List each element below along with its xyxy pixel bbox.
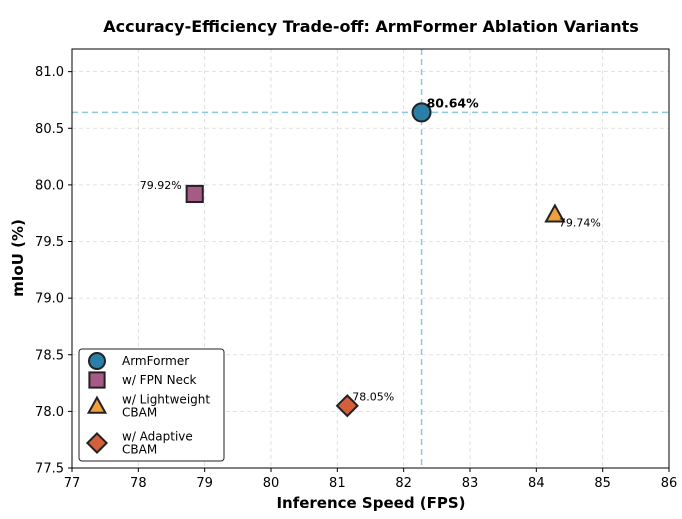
x-tick-label: 78 [130,476,147,491]
axis-ticks: 77 78 79 80 81 82 83 84 85 86 77.5 78.0 78.5 79.0 79.5… [35,65,677,491]
y-tick-label: 79.0 [35,292,64,307]
legend: ArmFormer w/ FPN Neck w/ Lightweight CBAM w/… [78,348,225,462]
legend-marker-2 [88,371,106,389]
data-point-4 [335,394,359,418]
y-tick-label: 80.0 [35,178,64,193]
y-tick-label: 81.0 [35,65,64,80]
x-tick-label: 81 [329,476,346,491]
legend-label-2: w/ FPN Neck [122,373,197,387]
y-axis-label: mIoU (%) [9,219,27,297]
x-axis-label: Inference Speed (FPS) [276,494,465,512]
legend-marker-3 [86,395,108,414]
data-label-3: 79.74% [559,216,601,229]
chart-title: Accuracy-Efficiency Trade-off: ArmFormer… [103,17,639,36]
x-tick-label: 82 [395,476,412,491]
x-tick-label: 86 [661,476,678,491]
x-tick-label: 80 [263,476,280,491]
x-tick-label: 84 [528,476,545,491]
legend-marker-1 [88,352,106,370]
x-tick-label: 79 [196,476,213,491]
y-tick-label: 77.5 [35,462,64,477]
legend-label-3: w/ Lightweight CBAM [122,393,210,420]
y-tick-label: 79.5 [35,235,64,250]
legend-label-1: ArmFormer [122,354,189,368]
y-tick-label: 80.5 [35,122,64,137]
x-tick-label: 77 [64,476,81,491]
data-point-1 [411,102,432,123]
data-point-2 [185,184,204,204]
legend-label-4: w/ Adaptive CBAM [122,430,193,457]
data-point-3 [544,203,566,223]
legend-box [78,348,225,462]
plot-frame [71,48,670,469]
data-points [185,102,566,418]
legend-marker-4 [85,431,109,455]
x-tick-label: 85 [594,476,611,491]
data-label-1: 80.64% [427,95,480,110]
x-tick-label: 83 [462,476,479,491]
y-tick-label: 78.5 [35,348,64,363]
data-label-2: 79.92% [140,179,182,192]
data-labels: 80.64% 79.92% 79.74% 78.05% [140,95,601,403]
data-label-4: 78.05% [352,391,394,404]
y-tick-label: 78.0 [35,405,64,420]
